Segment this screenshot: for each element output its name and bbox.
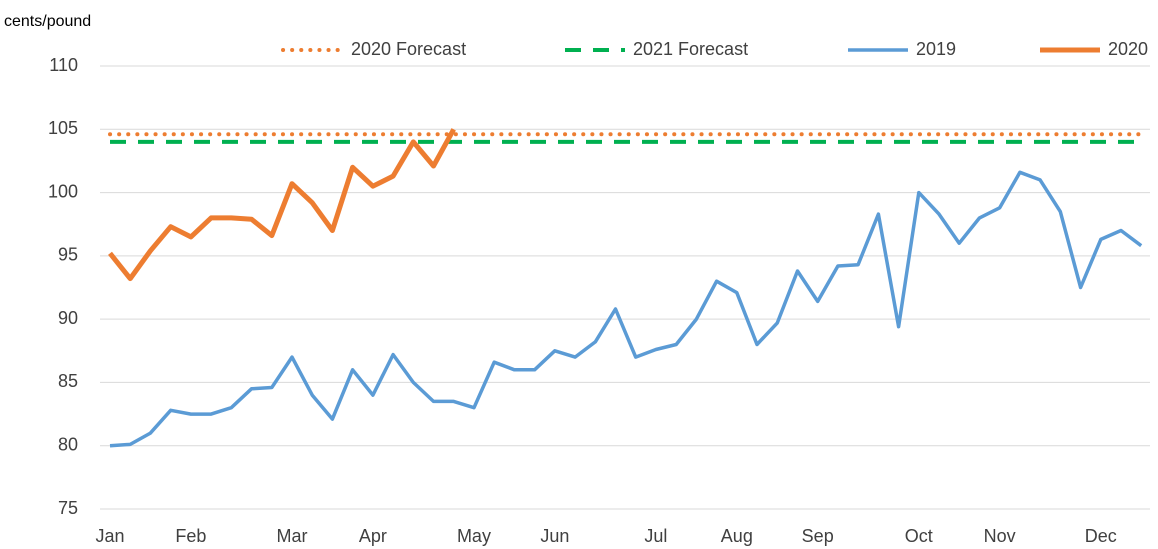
legend-label: 2020 Forecast: [351, 39, 466, 59]
legend-label: 2021 Forecast: [633, 39, 748, 59]
y-tick-label: 80: [58, 434, 78, 454]
x-tick-label: Aug: [721, 526, 753, 546]
x-tick-label: Jan: [95, 526, 124, 546]
y-tick-label: 85: [58, 371, 78, 391]
y-axis-label: cents/pound: [4, 13, 91, 30]
y-tick-label: 75: [58, 498, 78, 518]
y-tick-label: 100: [48, 181, 78, 201]
y-tick-label: 95: [58, 245, 78, 265]
x-tick-label: Oct: [905, 526, 933, 546]
y-tick-label: 110: [49, 55, 78, 75]
x-tick-label: Apr: [359, 526, 387, 546]
x-tick-label: Dec: [1085, 526, 1117, 546]
y-tick-label: 105: [48, 118, 78, 138]
x-tick-label: Jun: [540, 526, 569, 546]
series-line: [109, 170, 1143, 448]
y-tick-label: 90: [58, 308, 78, 328]
x-tick-label: Nov: [984, 526, 1016, 546]
x-tick-label: Feb: [175, 526, 206, 546]
legend-label: 2019: [916, 39, 956, 59]
x-tick-label: May: [457, 526, 491, 546]
x-tick-label: Jul: [644, 526, 667, 546]
legend-label: 2020: [1108, 39, 1148, 59]
series-line: [108, 128, 456, 282]
x-tick-label: Mar: [276, 526, 307, 546]
x-tick-label: Sep: [802, 526, 834, 546]
